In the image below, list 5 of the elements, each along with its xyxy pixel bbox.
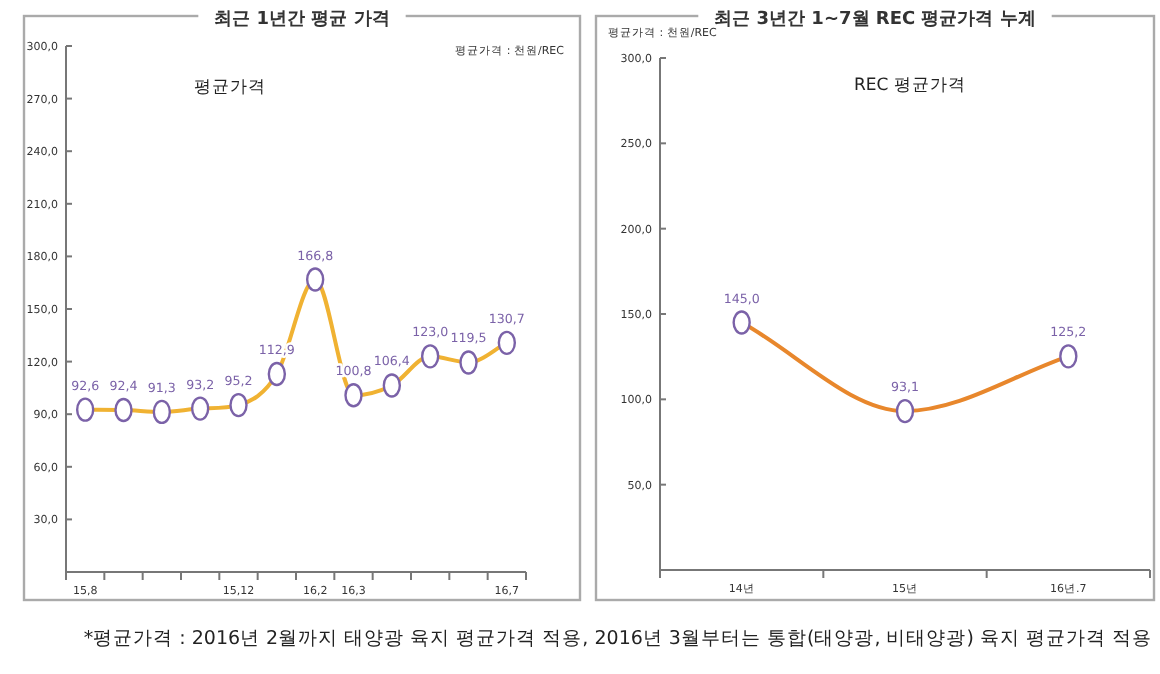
- text: *평균가격 : 2016년 2월까지 태양광 육지 평균가격 적용, 2016년 3월부터는 통합(태양광, 비태양광) 육지 평균가격 적용: [83, 628, 1152, 650]
- text: 평균가격: [194, 78, 266, 98]
- chart-title: 최근 3년간 1~7월 REC 평균가격 누계: [714, 10, 1036, 30]
- text: REC 평균가격: [854, 76, 966, 96]
- chart-title: 최근 1년간 평균 가격: [214, 10, 390, 30]
